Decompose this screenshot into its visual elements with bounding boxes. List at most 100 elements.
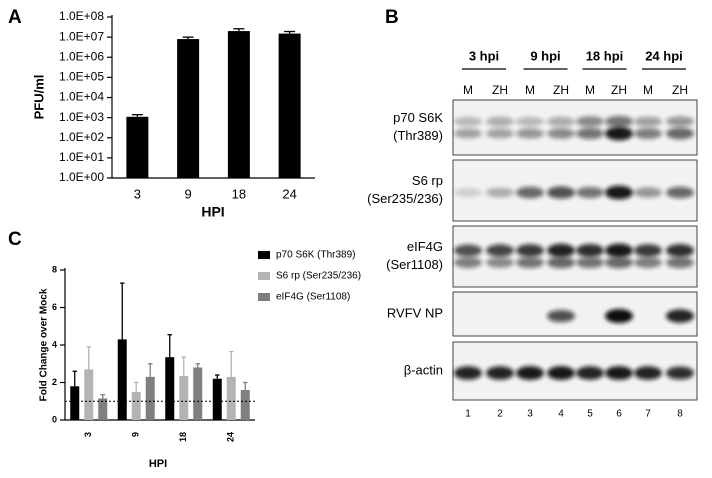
row-label: (Ser1108)	[386, 257, 443, 272]
x-tick-label: 24	[226, 432, 236, 442]
blot-band	[666, 366, 694, 380]
bar	[145, 376, 155, 420]
bar	[177, 39, 200, 178]
blot-band	[605, 115, 633, 128]
bar	[227, 31, 250, 178]
blot-band	[547, 256, 575, 269]
blot-band	[634, 187, 662, 198]
bar	[193, 367, 203, 420]
y-tick-label: 8	[52, 264, 57, 274]
blot-band	[634, 366, 662, 380]
blot-band	[547, 366, 575, 380]
x-tick-label: 9	[185, 186, 192, 201]
lane-number: 3	[527, 409, 533, 420]
bar	[179, 375, 189, 420]
blot-band	[454, 257, 482, 268]
blot-band	[516, 366, 544, 380]
blot-band	[454, 116, 482, 127]
blot-band	[605, 309, 633, 323]
blot-band	[576, 186, 604, 199]
blot-band	[486, 116, 514, 127]
y-tick-label: 4	[52, 339, 57, 349]
panel-label: B	[385, 7, 399, 28]
blot-band	[486, 244, 514, 257]
blot-band	[486, 257, 514, 268]
row-label: RVFV NP	[387, 305, 443, 320]
blot-band	[576, 256, 604, 269]
legend-label: S6 rp (Ser235/236)	[276, 271, 361, 282]
blot-band	[486, 128, 514, 139]
lane-group: M	[585, 83, 595, 97]
x-tick-label: 9	[131, 432, 141, 437]
lane-group: M	[525, 83, 535, 97]
lane-number: 4	[558, 409, 564, 420]
lane-number: 6	[616, 409, 622, 420]
timepoint-label: 18 hpi	[586, 48, 624, 63]
blot-band	[486, 187, 514, 198]
blot-band	[516, 244, 544, 257]
x-axis-label: HPI	[149, 458, 167, 470]
blot-band	[634, 116, 662, 127]
bar	[126, 116, 149, 178]
blot-band	[605, 366, 633, 380]
x-tick-label: 24	[282, 186, 296, 201]
y-tick-label: 1.0E+03	[59, 110, 104, 124]
row-label: S6 rp	[412, 173, 443, 188]
x-tick-label: 3	[134, 186, 141, 201]
lane-group: ZH	[553, 83, 569, 97]
blot-band	[605, 185, 633, 200]
legend-label: p70 S6K (Thr389)	[276, 250, 356, 261]
lane-group: M	[463, 83, 473, 97]
timepoint-label: 9 hpi	[530, 48, 560, 63]
blot-band	[547, 186, 575, 199]
y-tick-label: 1.0E+02	[59, 130, 104, 144]
blot-band	[576, 127, 604, 140]
lane-group: M	[643, 83, 653, 97]
blot-band	[666, 127, 694, 140]
blot-band	[576, 243, 604, 258]
blot-band	[486, 366, 514, 380]
blot-band	[666, 309, 694, 323]
blot-band	[666, 116, 694, 127]
y-tick-label: 1.0E+00	[59, 170, 104, 184]
y-tick-label: 1.0E+08	[59, 9, 104, 23]
y-axis-label: Fold Change over Mock	[39, 288, 50, 401]
blot-band	[605, 256, 633, 269]
legend-swatch	[258, 293, 270, 301]
blot-band	[666, 256, 694, 269]
blot-band	[666, 243, 694, 258]
timepoint-label: 3 hpi	[469, 48, 499, 63]
blot-band	[576, 116, 604, 127]
y-tick-label: 1.0E+05	[59, 70, 104, 84]
row-label: (Ser235/236)	[367, 191, 443, 206]
blot-band	[634, 128, 662, 139]
blot-band	[516, 116, 544, 127]
lane-number: 1	[465, 409, 471, 420]
y-tick-label: 1.0E+01	[59, 150, 104, 164]
y-tick-label: 1.0E+07	[59, 29, 104, 43]
bar	[212, 378, 222, 420]
bar	[98, 398, 108, 420]
blot-band	[547, 116, 575, 127]
blot-band	[454, 128, 482, 139]
blot-band	[634, 244, 662, 257]
y-tick-label: 1.0E+06	[59, 49, 104, 63]
lane-number: 5	[587, 409, 593, 420]
blot-band	[605, 243, 633, 258]
bar	[70, 386, 80, 420]
x-axis-label: HPI	[201, 204, 224, 220]
blot-band	[547, 128, 575, 139]
bar	[165, 357, 175, 420]
y-tick-label: 2	[52, 377, 57, 387]
lane-number: 2	[497, 409, 503, 420]
y-tick-label: 0	[52, 414, 57, 424]
blot-band	[516, 256, 544, 269]
blot-panel	[452, 99, 698, 156]
lane-group: ZH	[611, 83, 627, 97]
blot-band	[547, 309, 575, 323]
panel-label: A	[8, 7, 22, 28]
bar	[117, 339, 127, 420]
bar	[278, 33, 301, 178]
blot-panel	[452, 291, 698, 337]
